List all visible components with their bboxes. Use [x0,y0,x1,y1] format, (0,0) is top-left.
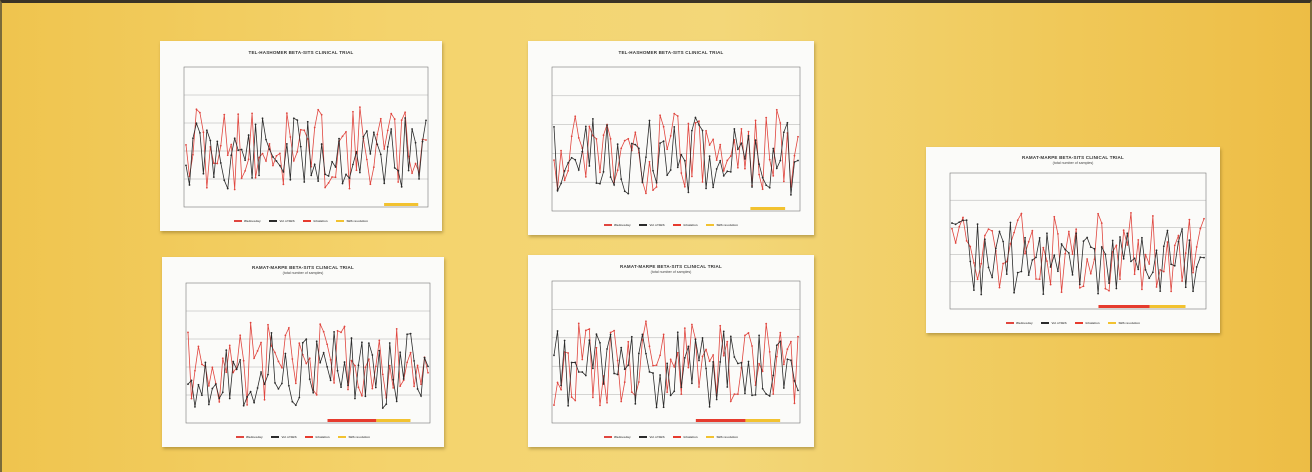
poster-1-legend: Wednesday Vol of SBS Inhalation SBS reso… [160,219,442,223]
poster-graphic [551,280,801,424]
legend-item: SBS resolution [716,223,738,227]
legend-item: Vol of SBS [649,223,665,227]
poster-1-title: TEL-HASHOMER BETA-SITS CLINICAL TRIAL [248,50,354,55]
poster-3-title: RAMAT-MARPE BETA-SITS CLINICAL TRIAL [252,265,354,270]
poster-graphic [185,282,431,424]
poster-1-chart [183,66,429,208]
legend-item: Inhalation [683,223,698,227]
poster-3-legend: Wednesday Vol of SBS Inhalation SBS reso… [162,435,444,439]
legend-item: Inhalation [313,219,328,223]
poster-graphic [949,172,1207,310]
legend-item: SBS resolution [1118,321,1140,325]
poster-1: TEL-HASHOMER BETA-SITS CLINICAL TRIAL We… [160,41,442,231]
poster-4-title: RAMAT-MARPE BETA-SITS CLINICAL TRIAL [620,264,722,269]
legend-item: Vol of SBS [1051,321,1067,325]
poster-5: RAMAT-MARPE BETA-SITS CLINICAL TRIAL (to… [926,147,1220,333]
legend-item: SBS resolution [716,435,738,439]
poster-3-subtitle: (total number of samples) [282,271,324,275]
poster-4-legend: Wednesday Vol of SBS Inhalation SBS reso… [528,435,814,439]
poster-2: TEL-HASHOMER BETA-SITS CLINICAL TRIAL We… [528,41,814,235]
legend-item: Inhalation [683,435,698,439]
legend-item: Inhalation [1085,321,1100,325]
legend-item: Wednesday [1016,321,1033,325]
legend-item: Vol of SBS [649,435,665,439]
poster-2-title: TEL-HASHOMER BETA-SITS CLINICAL TRIAL [618,50,724,55]
legend-item: Wednesday [614,435,631,439]
legend-item: Wednesday [614,223,631,227]
poster-5-subtitle: (total number of samples) [1052,161,1094,165]
poster-5-title: RAMAT-MARPE BETA-SITS CLINICAL TRIAL [1022,155,1124,160]
poster-5-legend: Wednesday Vol of SBS Inhalation SBS reso… [926,321,1220,325]
poster-2-chart [551,66,801,212]
legend-item: Inhalation [315,435,330,439]
legend-item: SBS resolution [346,219,368,223]
poster-5-chart [949,172,1207,310]
legend-item: Wednesday [246,435,263,439]
legend-item: SBS resolution [348,435,370,439]
poster-graphic [551,66,801,212]
poster-4-subtitle: (total number of samples) [650,270,692,274]
legend-item: Wednesday [244,219,261,223]
legend-item: Vol of SBS [279,219,295,223]
poster-4-chart [551,280,801,424]
poster-3: RAMAT-MARPE BETA-SITS CLINICAL TRIAL (to… [162,257,444,447]
poster-2-legend: Wednesday Vol of SBS Inhalation SBS reso… [528,223,814,227]
poster-3-chart [185,282,431,424]
poster-graphic [183,66,429,208]
poster-4: RAMAT-MARPE BETA-SITS CLINICAL TRIAL (to… [528,255,814,447]
legend-item: Vol of SBS [281,435,297,439]
